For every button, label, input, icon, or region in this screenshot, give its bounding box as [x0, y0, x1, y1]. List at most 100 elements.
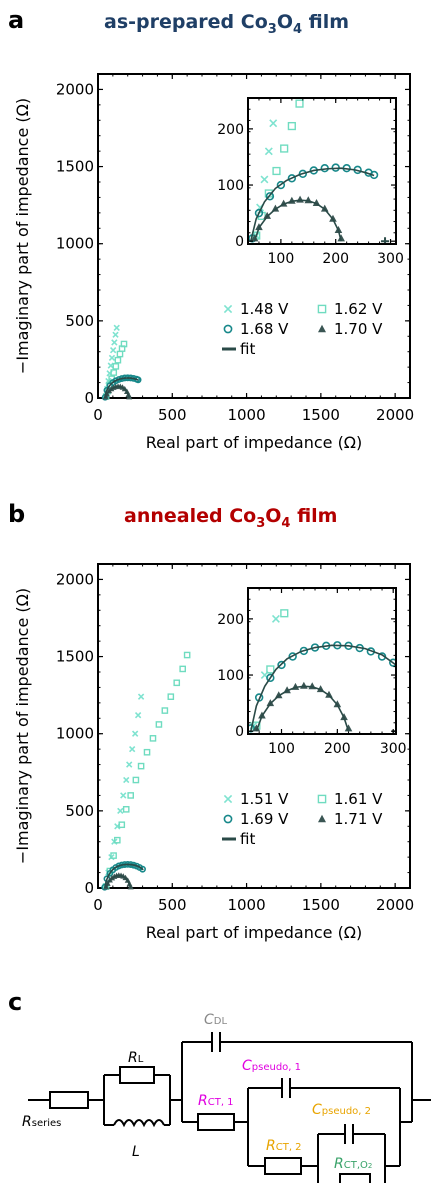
- marker-triangle: [325, 690, 333, 698]
- marker-x: [108, 354, 116, 362]
- x-tick-label: 1500: [302, 896, 340, 914]
- marker-square: [114, 836, 121, 844]
- fit-curve: [105, 874, 132, 889]
- r-ct2-resistor: [264, 1157, 302, 1175]
- marker-square: [319, 41, 326, 48]
- x-axis-label: Real part of impedance (Ω): [146, 923, 363, 942]
- marker-triangle: [318, 814, 326, 823]
- marker-square: [295, 99, 304, 108]
- x-tick-label: 200: [322, 251, 349, 267]
- label-r-series: Rseries: [22, 1114, 61, 1130]
- marker-x: [126, 761, 133, 768]
- title-part: 4: [293, 22, 302, 37]
- inset-data: [248, 41, 390, 244]
- marker-triangle: [337, 234, 345, 242]
- equivalent-circuit: [28, 1032, 431, 1183]
- panel-label-a: a: [8, 6, 24, 34]
- fit-curve: [103, 377, 139, 399]
- marker-square: [161, 707, 169, 714]
- legend-entry: 1.62 V: [334, 300, 383, 318]
- x-tick-label: 2000: [376, 896, 414, 914]
- r-l-resistor: [119, 1066, 155, 1084]
- marker-square: [110, 369, 118, 376]
- marker-square: [110, 852, 117, 859]
- x-tick-label: 300: [380, 741, 407, 757]
- marker-square: [266, 665, 275, 674]
- marker-square: [311, 58, 318, 65]
- label-r-l: RL: [128, 1050, 144, 1066]
- legend-entry: 1.68 V: [240, 320, 289, 338]
- legend-entry: 1.70 V: [334, 320, 383, 338]
- marker-square: [143, 748, 151, 756]
- marker-x: [260, 175, 269, 184]
- y-tick-label: 0: [84, 879, 94, 897]
- marker-triangle: [318, 324, 326, 333]
- legend-entry: 1.69 V: [240, 810, 289, 828]
- x-tick-label: 100: [268, 741, 295, 757]
- label-c-pseudo1: Cpseudo, 1: [242, 1058, 301, 1074]
- marker-square: [118, 821, 126, 829]
- inductor: [113, 1119, 165, 1128]
- marker-square: [317, 304, 327, 314]
- y-tick-label: 1000: [56, 235, 94, 253]
- marker-square: [384, 284, 391, 291]
- y-tick-label: 500: [65, 312, 94, 330]
- legend-entry: 1.71 V: [334, 810, 383, 828]
- plot-frame: [97, 73, 411, 399]
- x-tick-label: 500: [158, 896, 187, 914]
- marker-square: [112, 363, 120, 370]
- marker-circle: [265, 192, 275, 201]
- marker-circle: [288, 652, 297, 661]
- inset-frame: [247, 97, 397, 245]
- marker-circle: [223, 814, 233, 824]
- y-axis-label: −Imaginary part of impedance (Ω): [13, 588, 32, 864]
- marker-square: [149, 735, 157, 742]
- y-tick-label: 0: [235, 234, 244, 250]
- legend-entry: 1.51 V: [240, 790, 289, 808]
- title-part: annealed Co: [124, 505, 256, 527]
- marker-x: [131, 730, 139, 737]
- y-tick-label: 1500: [56, 158, 94, 176]
- marker-square: [295, 554, 302, 561]
- label-c-pseudo2: Cpseudo, 2: [312, 1102, 371, 1118]
- marker-square: [132, 776, 140, 784]
- marker-square: [114, 356, 122, 364]
- marker-x: [279, 64, 286, 71]
- y-tick-label: 1000: [56, 725, 94, 743]
- marker-x: [129, 745, 136, 753]
- y-tick-label: 2000: [56, 80, 94, 98]
- marker-x: [340, 279, 347, 286]
- marker-x: [112, 331, 119, 338]
- panel-label-b: b: [8, 500, 25, 528]
- marker-x: [117, 807, 124, 815]
- marker-square: [312, 498, 319, 505]
- marker-circle: [254, 208, 264, 218]
- label-r-ct2: RCT, 2: [266, 1138, 302, 1154]
- marker-square: [137, 762, 145, 770]
- r-series-resistor: [49, 1091, 89, 1109]
- x-tick-label: 2000: [376, 406, 414, 424]
- y-tick-label: 100: [217, 668, 244, 684]
- y-tick-label: 200: [217, 612, 244, 628]
- marker-square: [127, 792, 134, 799]
- marker-square: [179, 665, 186, 673]
- marker-square: [287, 121, 296, 131]
- marker-circle: [277, 660, 286, 670]
- y-tick-label: 500: [65, 802, 94, 820]
- title-part: 3: [268, 22, 277, 37]
- marker-x: [271, 614, 280, 623]
- label-l: L: [132, 1144, 140, 1160]
- x-tick-label: 100: [268, 251, 295, 267]
- y-tick-label: 0: [84, 389, 94, 407]
- marker-square: [280, 609, 289, 618]
- panel-label-c: c: [8, 988, 22, 1016]
- inset-data: [248, 279, 396, 734]
- title-part: 3: [256, 516, 265, 531]
- marker-x: [284, 559, 291, 566]
- y-tick-label: 0: [235, 724, 244, 740]
- x-tick-label: 300: [377, 251, 404, 267]
- marker-circle: [276, 180, 286, 190]
